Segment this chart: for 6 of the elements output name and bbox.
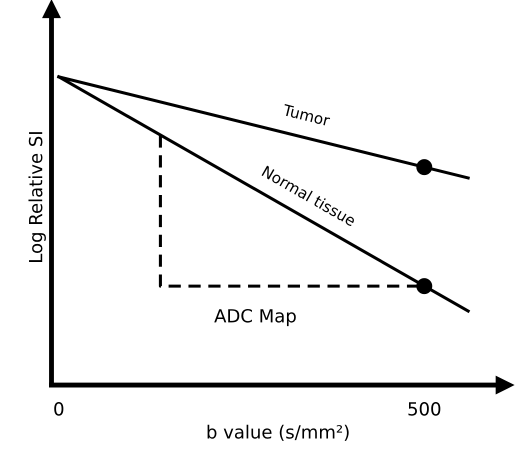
- y-axis-title: Log Relative SI: [28, 132, 46, 262]
- annotation: ADC Map: [214, 308, 296, 326]
- text: Tumor: [282, 104, 331, 126]
- x-tick-label: 500: [408, 402, 440, 416]
- x-tick-label: 0: [54, 402, 64, 416]
- x-axis-title: b value (s/mm²): [208, 424, 349, 441]
